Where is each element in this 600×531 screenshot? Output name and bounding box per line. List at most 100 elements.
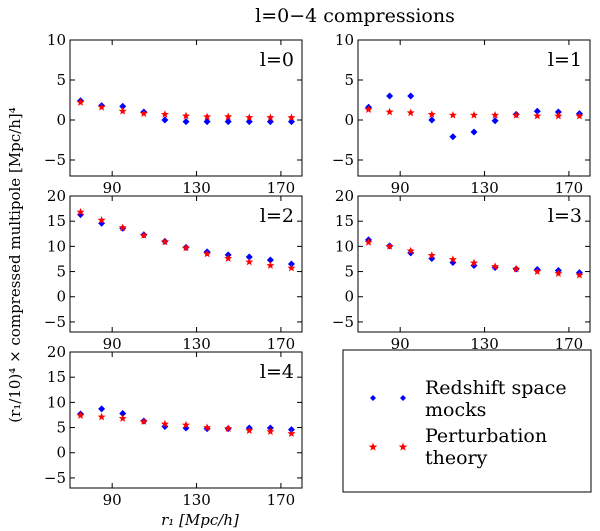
panel-0: −5 0 5 10 90 130 170 l=0 <box>44 31 303 197</box>
point-theory <box>427 251 436 259</box>
point-mocks <box>224 118 232 126</box>
y-tick-label: 0 <box>344 288 354 306</box>
point-theory <box>364 105 373 113</box>
panel-title: l=1 <box>548 49 582 71</box>
y-tick-label: 10 <box>335 31 354 49</box>
point-mocks <box>161 116 169 124</box>
legend-box <box>342 349 592 493</box>
y-tick-label: 20 <box>47 343 66 361</box>
y-tick-label: 0 <box>56 111 66 129</box>
x-tick-label: 130 <box>182 491 211 509</box>
point-theory <box>533 111 542 120</box>
point-theory <box>224 254 233 262</box>
y-tick-label: 15 <box>47 212 66 230</box>
point-theory <box>287 429 296 437</box>
panel-title: l=0 <box>260 49 294 71</box>
panel-title: l=2 <box>260 205 294 227</box>
point-theory <box>385 242 394 250</box>
x-tick-label: 90 <box>103 491 122 509</box>
y-tick-label: 0 <box>56 288 66 306</box>
x-tick-label: 90 <box>391 179 410 197</box>
x-tick-label: 90 <box>103 179 122 197</box>
point-theory <box>76 98 85 106</box>
panel-frame <box>69 195 303 333</box>
y-tick-label: −5 <box>332 313 354 331</box>
point-mocks <box>386 92 394 100</box>
point-theory <box>118 414 127 422</box>
x-tick-label: 130 <box>182 179 211 197</box>
point-theory <box>245 113 254 121</box>
legend-label-theory-2: theory <box>425 447 488 469</box>
point-theory <box>76 411 85 419</box>
x-tick-label: 170 <box>267 179 296 197</box>
point-theory <box>118 107 127 115</box>
point-theory <box>266 113 275 121</box>
x-tick-label: 170 <box>555 335 584 353</box>
point-theory <box>266 261 275 269</box>
point-theory <box>224 424 233 432</box>
point-theory <box>139 231 148 239</box>
point-theory <box>512 111 521 119</box>
point-theory <box>406 246 415 255</box>
x-tick-label: 170 <box>267 335 296 353</box>
x-tick-label: 130 <box>470 335 499 353</box>
point-theory <box>533 267 542 275</box>
panel-title: l=4 <box>260 361 294 383</box>
point-theory <box>182 243 190 252</box>
y-tick-label: 10 <box>47 31 66 49</box>
point-theory <box>203 423 212 431</box>
point-theory <box>160 110 169 118</box>
x-tick-label: 130 <box>470 179 499 197</box>
point-theory <box>554 111 563 120</box>
point-theory <box>448 111 457 119</box>
y-tick-label: 10 <box>47 237 66 255</box>
point-theory <box>203 249 212 258</box>
point-theory <box>287 113 296 121</box>
point-theory <box>182 420 190 429</box>
point-theory <box>512 264 521 273</box>
panel-3: −5 0 5 10 15 20 90 130 170 l=3 <box>332 187 591 353</box>
point-mocks <box>491 117 499 125</box>
y-tick-label: −5 <box>44 151 66 169</box>
point-theory <box>470 111 478 119</box>
point-theory <box>118 223 127 232</box>
y-tick-label: 5 <box>344 263 354 281</box>
y-tick-label: −5 <box>44 469 66 487</box>
point-theory <box>575 111 584 120</box>
point-theory <box>575 270 584 279</box>
point-mocks <box>470 128 478 136</box>
chart-panels: −5 0 5 10 90 130 170 l=0 −5 0 5 10 90 130 170 l=1 −5 0 5 10… <box>44 31 591 509</box>
point-theory <box>182 111 190 120</box>
point-theory <box>448 255 457 263</box>
x-axis-label: r₁ [Mpc/h] <box>161 511 239 529</box>
y-tick-label: −5 <box>332 151 354 169</box>
y-tick-label: 20 <box>47 187 66 205</box>
point-mocks <box>428 116 436 124</box>
y-tick-label: 5 <box>56 263 66 281</box>
legend: Redshift space mocks Perturbation theory <box>342 349 592 493</box>
panel-2: −5 0 5 10 15 20 90 130 170 l=2 <box>44 187 303 353</box>
panel-1: −5 0 5 10 90 130 170 l=1 <box>332 31 591 197</box>
panel-frame <box>69 39 303 177</box>
point-mocks <box>407 92 415 100</box>
point-theory <box>266 427 275 435</box>
point-theory <box>491 262 500 270</box>
y-tick-label: 10 <box>47 393 66 411</box>
point-theory <box>224 112 233 121</box>
x-tick-label: 130 <box>182 335 211 353</box>
y-tick-label: 0 <box>344 111 354 129</box>
figure-title: l=0−4 compressions <box>255 5 455 27</box>
point-theory <box>203 112 212 121</box>
point-theory <box>245 257 254 266</box>
x-tick-label: 90 <box>103 335 122 353</box>
point-theory <box>427 110 436 118</box>
point-theory <box>406 108 415 117</box>
point-theory <box>287 263 296 272</box>
legend-label-mocks-1: Redshift space <box>425 377 567 399</box>
point-theory <box>139 109 148 117</box>
y-tick-label: 5 <box>344 71 354 89</box>
legend-marker-theory <box>368 442 408 451</box>
point-mocks <box>203 118 211 126</box>
y-tick-label: 5 <box>56 419 66 437</box>
legend-label-mocks-2: mocks <box>425 399 486 421</box>
